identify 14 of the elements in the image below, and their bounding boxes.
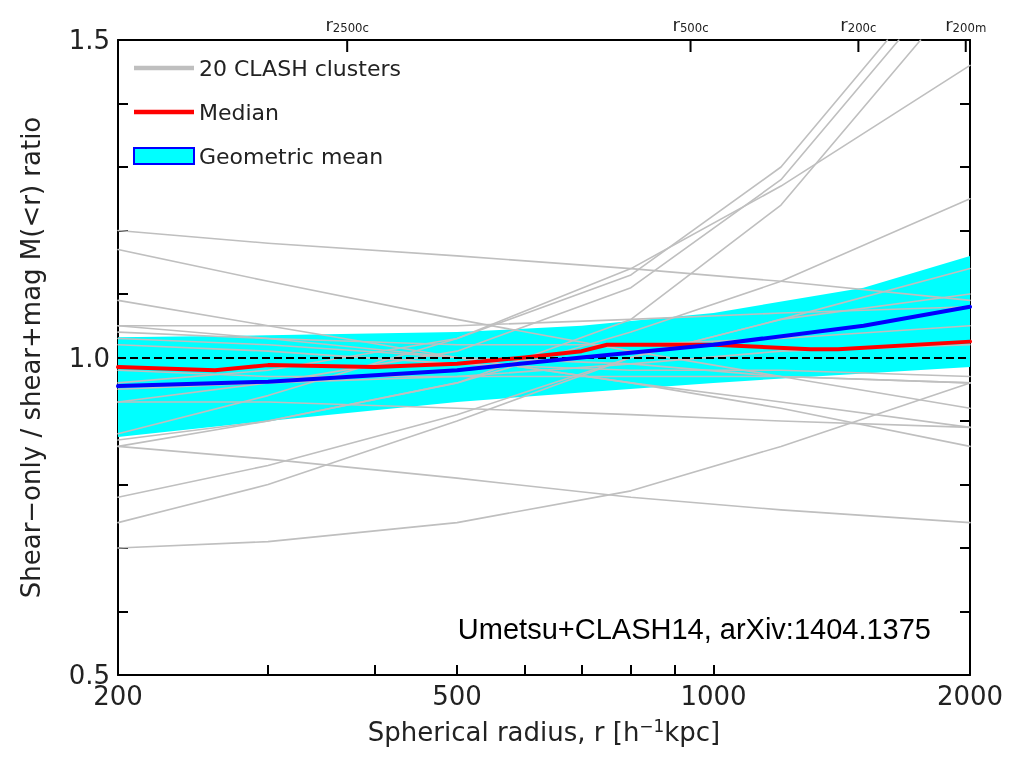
text: r500c	[672, 13, 709, 35]
x-tick-label: 1000	[680, 681, 747, 711]
legend-label: Geometric mean	[199, 143, 384, 169]
x-tick-label: 2000	[936, 681, 1004, 711]
legend-label: 20 CLASH clusters	[199, 55, 401, 81]
text: r2500c	[325, 13, 369, 35]
text: r200m	[945, 13, 987, 35]
x-tick-label: 500	[432, 681, 482, 711]
annotation: Umetsu+CLASH14, arXiv:1404.1375	[457, 612, 932, 645]
text: r200c	[840, 13, 877, 35]
legend-label: Median	[199, 99, 280, 125]
y-tick-label: 1.0	[68, 342, 110, 373]
y-tick-label: 1.5	[68, 25, 110, 55]
y-axis-title: Shear−only / shear+mag M(<r) ratio	[16, 116, 46, 599]
